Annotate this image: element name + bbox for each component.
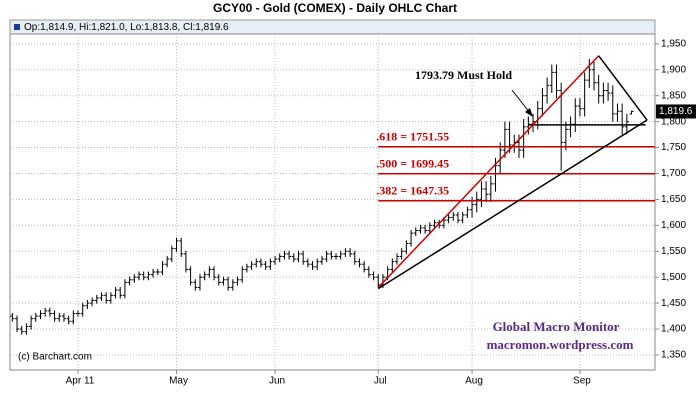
y-tick-label: 1,900 <box>661 64 686 75</box>
arrow-head <box>525 108 533 117</box>
y-tick-label: 1,800 <box>661 116 686 127</box>
y-tick-label: 1,950 <box>661 38 686 49</box>
y-tick-label: 1,450 <box>661 298 686 309</box>
y-tick-label: 1,700 <box>661 168 686 179</box>
trendline <box>598 55 648 121</box>
y-tick-label: 1,750 <box>661 142 686 153</box>
source: (c) Barchart.com <box>18 352 92 363</box>
last-price-label: 1,819.6 <box>659 106 693 117</box>
y-tick-label: 1,400 <box>661 324 686 335</box>
x-tick-label: Jun <box>269 376 285 387</box>
support-label: 1793.79 Must Hold <box>415 68 512 82</box>
x-tick-label: May <box>169 376 188 387</box>
x-tick-label: Aug <box>465 376 483 387</box>
watermark: macromon.wordpress.com <box>487 337 634 352</box>
plot: .618 = 1751.55 .500 = 1699.45 .382 = 1647.… <box>10 34 655 370</box>
y-tick-label: 1,850 <box>661 90 686 101</box>
x-tick-label: Apr 11 <box>66 376 95 387</box>
trendline <box>377 55 600 289</box>
chart-title: GCY00 - Gold (COMEX) - Daily OHLC Chart <box>213 1 457 15</box>
watermark: Global Macro Monitor <box>493 319 620 334</box>
y-tick-label: 1,500 <box>661 272 686 283</box>
info-icon <box>14 24 20 30</box>
y-tick-label: 1,650 <box>661 194 686 205</box>
x-tick-label: Jul <box>374 376 387 387</box>
last-price-box <box>656 104 696 119</box>
plot-frame <box>9 33 656 371</box>
fib-label: .382 = 1647.35 <box>376 184 449 198</box>
fib-label: .618 = 1751.55 <box>376 130 449 144</box>
y-tick-label: 1,350 <box>661 350 686 361</box>
y-tick-label: 1,600 <box>661 220 686 231</box>
arrow <box>511 89 531 114</box>
x-tick-label: Sep <box>573 376 591 387</box>
fib-label: .500 = 1699.45 <box>376 157 449 171</box>
y-tick-label: 1,550 <box>661 246 686 257</box>
ohlc-info: Op:1,814.9, Hi:1,821.0, Lo:1,813.8, Cl:1… <box>24 22 229 33</box>
trendline <box>377 119 648 290</box>
